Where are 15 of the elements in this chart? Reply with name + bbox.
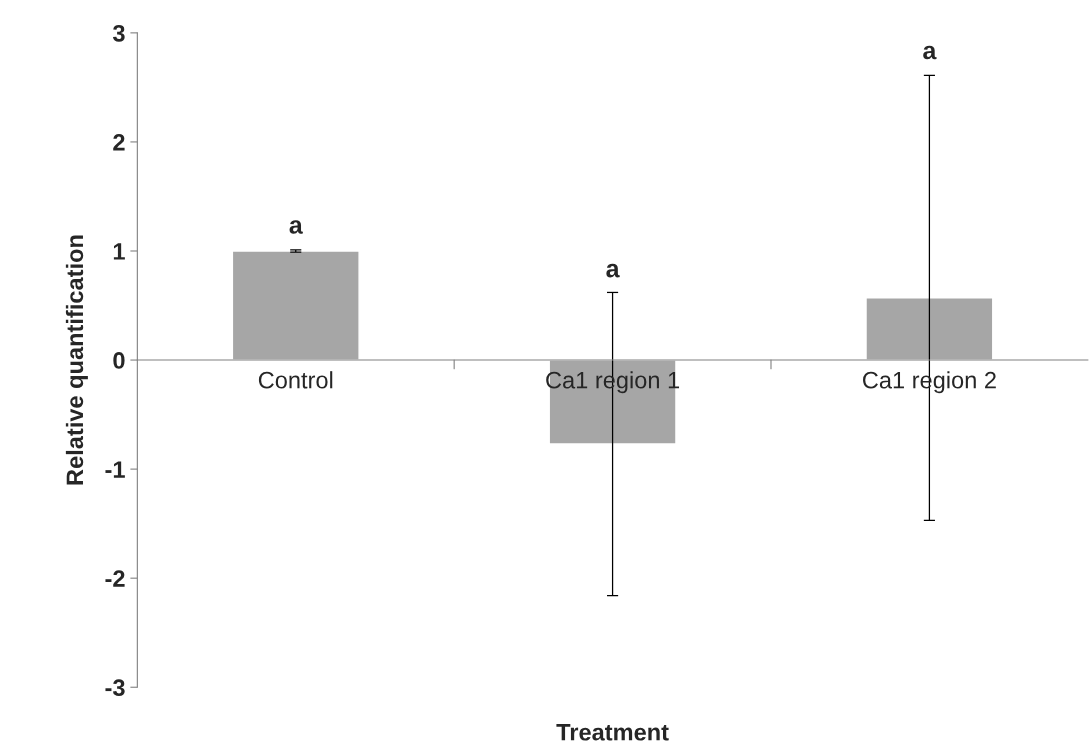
y-tick-label: 2 bbox=[113, 134, 125, 151]
y-tick-label: -1 bbox=[105, 461, 125, 478]
annotation: a bbox=[289, 220, 303, 234]
y-tick-label: 1 bbox=[113, 243, 125, 260]
y-tick-label: 3 bbox=[112, 24, 125, 42]
y-tick-label: -2 bbox=[105, 570, 125, 587]
y-tick-label: -3 bbox=[105, 679, 125, 697]
annotation: a bbox=[606, 263, 620, 278]
annotation: a bbox=[923, 45, 937, 60]
x-axis-title: Treatment bbox=[556, 724, 669, 741]
y-axis-title: Relative quantification bbox=[65, 235, 88, 485]
y-tick-label: 0 bbox=[113, 352, 125, 369]
bar bbox=[231, 250, 360, 361]
bar bbox=[865, 297, 994, 361]
x-tick-label: Control bbox=[258, 371, 333, 389]
